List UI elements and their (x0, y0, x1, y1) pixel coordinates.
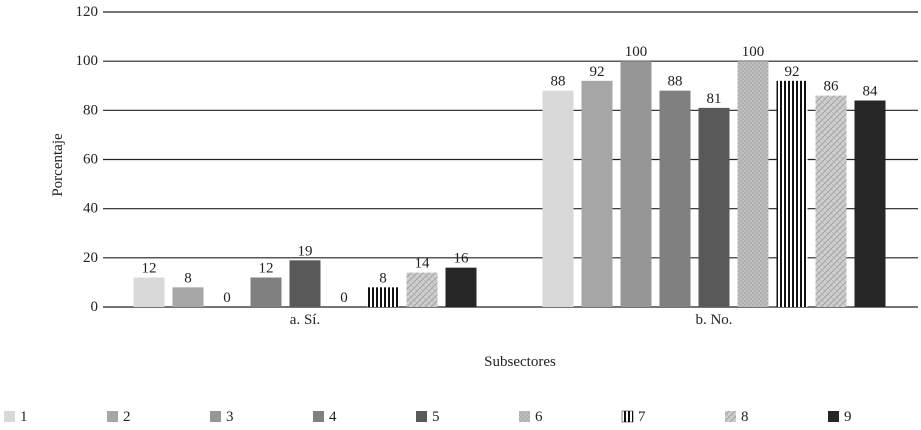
legend-swatch-7 (621, 410, 634, 423)
bar-si-4 (250, 277, 282, 307)
y-axis: 0 20 40 60 80 100 120 (76, 4, 99, 315)
x-axis-categories: a. Sí. b. No. (290, 312, 733, 328)
data-label-no-2: 92 (590, 64, 605, 80)
data-label-no-9: 84 (863, 84, 879, 100)
legend-label-4: 4 (329, 409, 337, 425)
bar-si-8 (406, 272, 438, 307)
bar-si-9 (445, 267, 477, 307)
y-tick-label: 40 (83, 201, 98, 217)
y-tick-label: 20 (83, 250, 98, 266)
y-tick-label: 120 (76, 4, 99, 20)
bar-no-2 (581, 80, 613, 307)
data-label-si-3: 0 (223, 290, 231, 306)
y-tick-label: 100 (76, 53, 99, 69)
legend-swatch-4 (313, 411, 324, 422)
legend-label-6: 6 (535, 409, 543, 425)
x-category-label: b. No. (695, 312, 732, 328)
data-label-si-8: 14 (415, 256, 431, 272)
legend: 1 2 3 4 5 6 7 8 9 (4, 409, 852, 425)
data-label-si-6: 0 (340, 290, 348, 306)
legend-swatch-9 (828, 411, 839, 422)
legend-label-9: 9 (844, 409, 852, 425)
bar-si-1 (133, 277, 165, 307)
legend-label-5: 5 (432, 409, 440, 425)
legend-swatch-1 (4, 411, 15, 422)
data-label-si-1: 12 (142, 261, 157, 277)
bar-si-5 (289, 260, 321, 307)
legend-label-7: 7 (638, 409, 646, 425)
bar-no-4 (659, 90, 691, 308)
legend-label-1: 1 (20, 409, 28, 425)
bar-no-7 (776, 80, 808, 307)
legend-swatch-5 (416, 411, 427, 422)
data-label-no-6: 100 (742, 44, 765, 60)
bar-no-8 (815, 95, 847, 307)
legend-swatch-8 (725, 411, 736, 422)
bar-no-9 (854, 100, 886, 307)
data-label-no-8: 86 (824, 79, 840, 95)
legend-label-3: 3 (226, 409, 234, 425)
bar-si-2 (172, 287, 204, 307)
y-tick-label: 0 (91, 299, 99, 315)
bar-no-5 (698, 107, 730, 307)
gridlines (103, 11, 918, 308)
data-label-no-7: 92 (785, 64, 800, 80)
data-label-si-7: 8 (379, 270, 387, 286)
bar-si-7 (367, 287, 399, 307)
data-labels: 12 8 0 12 19 0 8 14 16 88 92 100 88 81 100 92 86 84 (142, 44, 879, 306)
bars (133, 61, 886, 308)
bar-no-3 (620, 61, 652, 307)
bar-no-6 (737, 61, 769, 307)
data-label-si-2: 8 (184, 270, 192, 286)
y-axis-label: Porcentaje (50, 133, 66, 197)
legend-label-8: 8 (741, 409, 749, 425)
data-label-no-3: 100 (625, 44, 648, 60)
bar-no-1 (542, 90, 574, 308)
legend-swatch-3 (210, 411, 221, 422)
data-label-si-4: 12 (259, 261, 274, 277)
legend-label-2: 2 (123, 409, 131, 425)
data-label-si-5: 19 (298, 243, 313, 259)
data-label-no-5: 81 (707, 91, 722, 107)
data-label-si-9: 16 (454, 251, 470, 267)
data-label-no-4: 88 (668, 74, 683, 90)
y-tick-label: 60 (83, 152, 98, 168)
data-label-no-1: 88 (551, 74, 566, 90)
legend-swatch-6 (519, 411, 530, 422)
x-category-label: a. Sí. (290, 312, 320, 328)
y-tick-label: 80 (83, 102, 98, 118)
legend-swatch-2 (107, 411, 118, 422)
x-axis-label: Subsectores (484, 354, 556, 370)
